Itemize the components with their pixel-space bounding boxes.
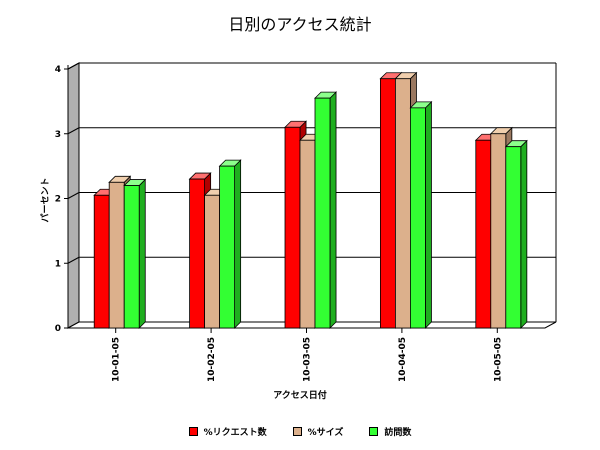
legend-label: %サイズ: [307, 428, 344, 438]
bar-front: [189, 178, 206, 329]
y-axis-label: パーセント: [39, 177, 51, 222]
bars: [93, 71, 528, 329]
gridline-diagonal: [67, 192, 80, 199]
x-axis-label: アクセス日付: [273, 389, 327, 401]
x-tick-label: 10-03-05: [303, 337, 313, 382]
legend-label: 訪問数: [384, 428, 412, 438]
y-tick-label: 2: [55, 195, 61, 205]
bar-front: [409, 107, 426, 329]
bar-side: [138, 178, 146, 329]
bar-side: [520, 139, 528, 329]
bar-front: [314, 97, 331, 329]
legend-swatch: [188, 427, 198, 436]
bar-side: [329, 91, 337, 329]
bar-front: [108, 181, 125, 329]
x-tick-label: 10-02-05: [207, 337, 217, 382]
bar-front: [299, 139, 316, 329]
bar-front: [505, 146, 522, 329]
bar: [314, 91, 338, 329]
x-axis-ticks: 10-01-05 10-02-05 10-03-05 10-04-05 10-05-05: [112, 328, 503, 382]
legend-label: %リクエスト数: [203, 428, 267, 438]
bar-side: [234, 159, 242, 329]
y-axis-ticks: 0 1 2 3 4: [55, 65, 68, 334]
bar-front: [379, 78, 396, 329]
y-tick-label: 4: [55, 65, 61, 75]
bar: [504, 139, 528, 329]
bar-front: [204, 194, 221, 329]
legend-item: %サイズ: [292, 425, 344, 438]
bar-front: [490, 133, 507, 329]
bar-front: [93, 194, 110, 329]
legend: %リクエスト数 %サイズ 訪問数: [0, 425, 600, 438]
gridline-diagonal: [67, 256, 80, 264]
y-tick-label: 0: [55, 324, 61, 334]
x-tick-label: 10-01-05: [112, 337, 122, 382]
bar: [123, 178, 147, 329]
bar-front: [219, 165, 236, 329]
legend-item: %リクエスト数: [188, 425, 267, 438]
gridline-diagonal: [67, 127, 80, 135]
x-tick-label: 10-04-05: [398, 337, 408, 382]
legend-swatch: [292, 427, 302, 436]
bar: [409, 100, 433, 329]
legend-swatch: [369, 427, 379, 436]
bar-front: [475, 139, 492, 329]
legend-item: 訪問数: [369, 425, 411, 438]
y-tick-label: 3: [55, 130, 61, 140]
y-tick-label: 1: [55, 259, 61, 269]
gridline-diagonal: [67, 62, 80, 70]
chart-title: 日別のアクセス統計: [228, 15, 371, 34]
bar-front: [284, 126, 301, 329]
bar-front: [123, 185, 140, 329]
bar-front: [394, 78, 411, 329]
bar: [218, 159, 242, 329]
bar-side: [424, 100, 432, 329]
x-tick-label: 10-05-05: [493, 337, 503, 382]
